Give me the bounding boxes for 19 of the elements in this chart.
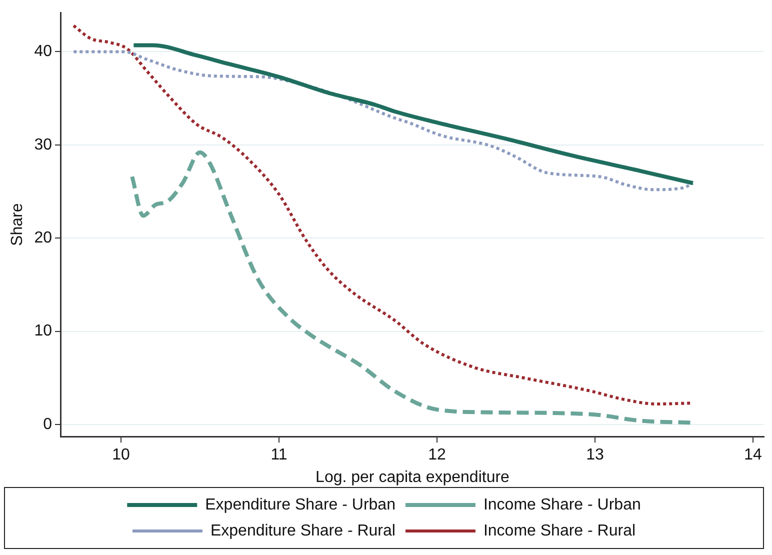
- legend-label: Income Share - Rural: [483, 522, 636, 540]
- x-tick-label: 12: [428, 446, 446, 464]
- y-tick-label: 10: [34, 322, 52, 340]
- y-tick-label: 0: [43, 416, 52, 433]
- y-tick-label: 20: [34, 230, 52, 247]
- y-tick-label: 40: [34, 43, 52, 60]
- legend-label: Expenditure Share - Rural: [210, 522, 396, 540]
- x-tick-label: 10: [112, 446, 130, 464]
- line-series: [132, 43, 695, 186]
- x-tick-label: 14: [744, 446, 762, 464]
- line-series: [72, 50, 694, 192]
- line-series: [130, 150, 694, 425]
- x-tick-label: 13: [586, 446, 604, 464]
- y-tick-label: 30: [34, 136, 52, 154]
- legend-label: Expenditure Share - Urban: [205, 496, 396, 514]
- legend-label: Income Share - Urban: [483, 496, 641, 514]
- x-tick-label: 11: [270, 446, 288, 464]
- y-axis-title: Share: [9, 203, 26, 246]
- x-axis-title: Log. per capita expenditure: [316, 468, 510, 486]
